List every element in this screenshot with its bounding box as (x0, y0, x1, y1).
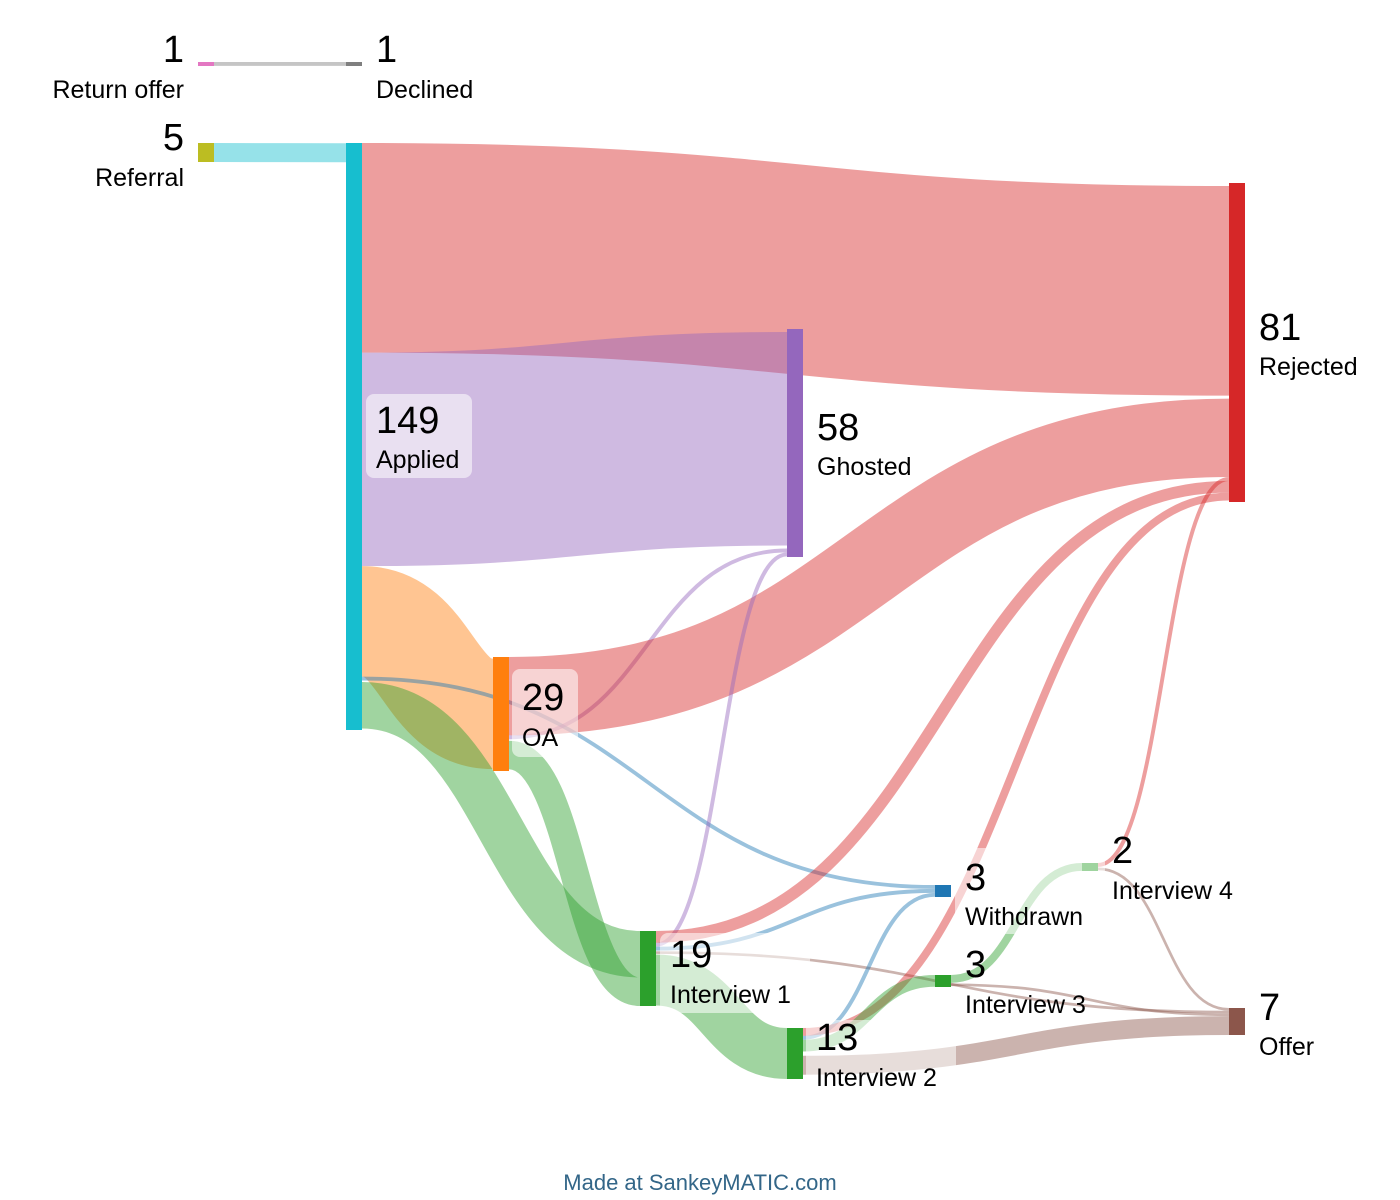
node-declined (346, 62, 362, 66)
flow-interview1-to-ghosted (655, 552, 788, 947)
node-value-rejected: 81 (1259, 307, 1301, 349)
node-ghosted (787, 329, 803, 557)
flow-interview1-to-rejected (655, 480, 1230, 943)
node-label-return_offer: Return offer (52, 76, 184, 104)
node-value-interview1: 19 (670, 934, 712, 976)
node-interview3 (935, 975, 951, 987)
node-label-interview2: Interview 2 (816, 1064, 937, 1092)
node-withdrawn (935, 885, 951, 897)
flow-interview2-to-rejected (802, 492, 1230, 1036)
node-label-oa: OA (522, 724, 558, 752)
node-value-declined: 1 (376, 29, 397, 71)
node-referral (198, 143, 214, 162)
label-background-interview2 (806, 1020, 956, 1100)
label-background-applied (366, 394, 472, 478)
flow-interview4-to-rejected (1097, 477, 1230, 867)
sankeymatic-credit[interactable]: Made at SankeyMATIC.com (563, 1170, 836, 1195)
flow-applied-to-interview1 (360, 682, 642, 978)
node-label-rejected: Rejected (1259, 353, 1358, 381)
node-label-offer: Offer (1259, 1033, 1314, 1061)
node-oa (493, 657, 509, 771)
node-value-withdrawn: 3 (965, 857, 986, 899)
node-label-referral: Referral (95, 164, 184, 192)
node-value-oa: 29 (522, 677, 564, 719)
node-value-interview3: 3 (965, 944, 986, 986)
node-value-return_offer: 1 (163, 29, 184, 71)
node-value-referral: 5 (163, 117, 184, 159)
flow-oa-to-rejected (508, 398, 1230, 736)
flow-interview3-to-offer (950, 983, 1230, 1017)
label-background-interview1 (660, 933, 810, 1013)
flow-applied-to-withdrawn (361, 676, 936, 889)
node-label-applied: Applied (376, 446, 459, 474)
flow-applied-to-rejected (361, 142, 1230, 396)
node-applied (346, 143, 362, 730)
node-label-interview3: Interview 3 (965, 991, 1086, 1019)
flow-oa-to-interview1 (506, 740, 643, 1006)
node-interview2 (787, 1028, 803, 1079)
node-return_offer (198, 62, 214, 66)
node-label-withdrawn: Withdrawn (965, 903, 1083, 931)
node-label-interview1: Interview 1 (670, 981, 791, 1009)
flow-interview4-to-offer (1097, 867, 1230, 1011)
node-offer (1229, 1008, 1245, 1035)
node-value-applied: 149 (376, 400, 439, 442)
node-value-offer: 7 (1259, 987, 1280, 1029)
node-value-ghosted: 58 (817, 407, 859, 449)
node-label-declined: Declined (376, 76, 473, 104)
labels-layer: 1 Return offer 1 Declined 5 Referral 149 Applie… (52, 29, 1358, 1100)
label-background-withdrawn (955, 848, 1105, 934)
node-value-interview4: 2 (1112, 830, 1133, 872)
node-label-interview4: Interview 4 (1112, 877, 1233, 905)
flow-applied-to-oa (356, 566, 499, 770)
node-interview1 (640, 931, 656, 1006)
node-rejected (1229, 183, 1245, 502)
label-background-oa (512, 669, 578, 757)
node-label-ghosted: Ghosted (817, 453, 912, 481)
node-value-interview2: 13 (816, 1017, 858, 1059)
